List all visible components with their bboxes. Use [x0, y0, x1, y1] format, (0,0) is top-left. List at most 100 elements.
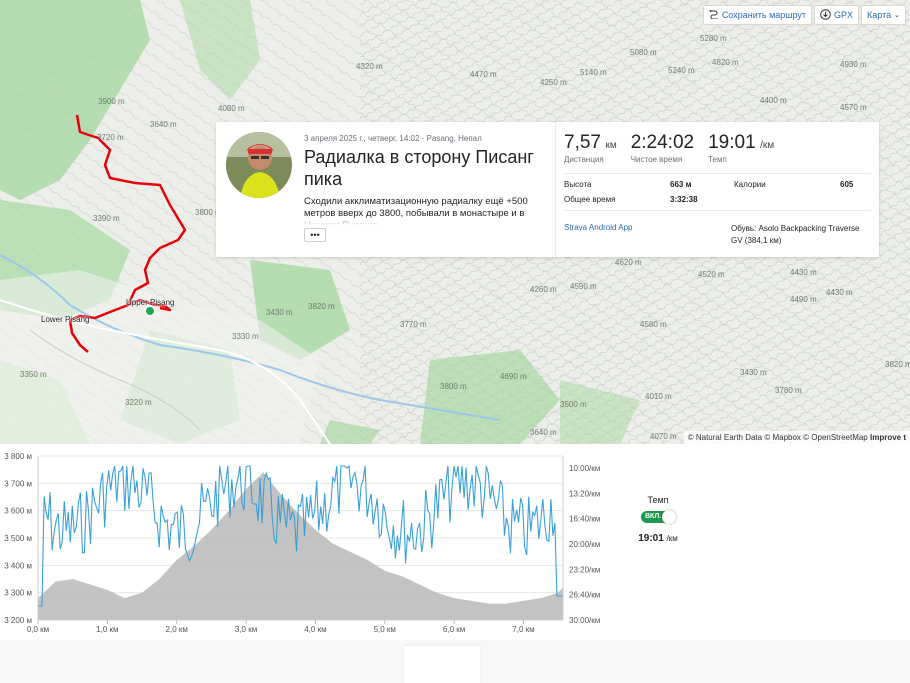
elevation-tick-label: 3 700 м	[4, 479, 32, 488]
moving-time-label: Чистое время	[630, 155, 683, 164]
distance-label: Дистанция	[564, 155, 604, 164]
save-route-button[interactable]: Сохранить маршрут	[702, 5, 813, 25]
attribution-osm[interactable]: © OpenStreetMap	[803, 433, 868, 442]
more-options-button[interactable]: •••	[304, 228, 326, 242]
contour-label: 5280 m	[700, 34, 727, 43]
contour-label: 3770 m	[400, 320, 427, 329]
contour-label: 3350 m	[20, 370, 47, 379]
contour-label: 3800 m	[195, 208, 222, 217]
elevation-area	[38, 472, 563, 620]
detail-stats: Высота 663 м Калории 605 Общее время 3:3…	[564, 180, 871, 204]
place-label-lower-pisang: Lower Pisang	[41, 315, 90, 324]
pace-tick-label: 20:00/км	[569, 540, 600, 549]
moving-time-value: 2:24:02	[630, 132, 695, 153]
activity-stats: 7,57 км Дистанция 2:24:02 Чистое время 1…	[556, 122, 879, 257]
distance-tick-label: 6,0 км	[443, 625, 465, 634]
elevation-tick-label: 3 500 м	[4, 534, 32, 543]
contour-label: 3900 m	[98, 97, 125, 106]
contour-label: 3640 m	[150, 120, 177, 129]
activity-description: Сходили акклиматизационную радиалку ещё …	[304, 196, 528, 225]
pace-readout-unit: /км	[666, 534, 678, 543]
contour-label: 5140 m	[580, 68, 607, 77]
place-label-upper-pisang: Upper Pisang	[126, 298, 175, 307]
contour-label: 3330 m	[232, 332, 259, 341]
calories-value: 605	[840, 180, 854, 189]
attribution-mapbox[interactable]: © Mapbox	[764, 433, 801, 442]
elapsed-time-value: 3:32:38	[670, 195, 698, 204]
elapsed-time-label: Общее время	[564, 195, 616, 204]
distance-tick-label: 3,0 км	[235, 625, 257, 634]
device-link[interactable]: Strava Android App	[564, 223, 633, 232]
pace-tick-label: 23:20/км	[569, 565, 600, 574]
attribution-natural-earth[interactable]: © Natural Earth Data	[687, 433, 763, 442]
contour-label: 3390 m	[93, 214, 120, 223]
toggle-knob	[662, 509, 676, 524]
contour-label: 3500 m	[560, 400, 587, 409]
pace-tick-label: 13:20/км	[569, 489, 600, 498]
contour-label: 3430 m	[266, 308, 293, 317]
contour-label: 4080 m	[218, 104, 245, 113]
chart-svg: 3 200 м 3 300 м 3 400 м 3 500 м 3 600 м 3 700…	[4, 452, 600, 634]
distance-tick-label: 1,0 км	[96, 625, 118, 634]
elevation-value: 663 м	[670, 180, 692, 189]
pace-line	[38, 464, 563, 607]
contour-label: 3820 m	[308, 302, 335, 311]
pace-value: 19:01	[708, 132, 756, 153]
stat-moving-time: 2:24:02 Чистое время	[631, 132, 694, 173]
pace-tick-label: 30:00/км	[569, 616, 600, 625]
activity-summary-card: 3 апреля 2025 г., четверг, 14:02 · Pasan…	[216, 122, 879, 257]
footer-card	[404, 646, 480, 683]
contour-label: 4520 m	[698, 270, 725, 279]
map-attribution: © Natural Earth Data © Mapbox © OpenStre…	[683, 431, 910, 444]
pace-overlay-panel: Темп ВКЛ. 19:01 /км	[628, 495, 688, 544]
distance-tick-label: 2,0 км	[166, 625, 188, 634]
pace-unit: /км	[760, 140, 775, 151]
contour-label: 3820 m	[885, 360, 910, 369]
contour-label: 4590 m	[570, 282, 597, 291]
contour-label: 4010 m	[645, 392, 672, 401]
shoes-label: Обувь:	[731, 224, 757, 233]
contour-label: 4320 m	[356, 62, 383, 71]
elevation-pace-chart[interactable]: 3 200 м 3 300 м 3 400 м 3 500 м 3 600 м 3 700…	[0, 450, 910, 640]
contour-label: 3780 m	[775, 386, 802, 395]
gpx-label: GPX	[834, 10, 854, 20]
pace-tick-label: 16:40/км	[569, 515, 600, 524]
download-icon	[820, 8, 831, 22]
elevation-tick-label: 3 800 м	[4, 452, 32, 461]
contour-label: 4250 m	[540, 78, 567, 87]
contour-label: 5240 m	[668, 66, 695, 75]
stat-distance: 7,57 км Дистанция	[564, 132, 617, 173]
elevation-label: Высота	[564, 180, 592, 189]
gear-shoes: Обувь: Asolo Backpacking Traverse GV (38…	[731, 223, 871, 247]
contour-label: 3720 m	[97, 133, 124, 142]
distance-tick-label: 5,0 км	[374, 625, 396, 634]
gpx-download-button[interactable]: GPX	[814, 5, 860, 25]
pace-toggle[interactable]: ВКЛ.	[641, 509, 676, 524]
pace-tick-label: 26:40/км	[569, 591, 600, 600]
elevation-tick-label: 3 400 м	[4, 561, 32, 570]
stat-pace: 19:01 /км Темп	[708, 132, 774, 173]
toggle-on-label: ВКЛ.	[645, 513, 662, 520]
contour-label: 4930 m	[840, 60, 867, 69]
elevation-tick-label: 3 200 м	[4, 616, 32, 625]
contour-label: 4570 m	[840, 103, 867, 112]
distance-unit: км	[605, 140, 617, 151]
contour-label: 5080 m	[630, 48, 657, 57]
contour-label: 4470 m	[470, 70, 497, 79]
contour-label: 4070 m	[650, 432, 677, 441]
contour-label: 4580 m	[640, 320, 667, 329]
contour-label: 4260 m	[530, 285, 557, 294]
contour-label: 4430 m	[790, 268, 817, 277]
map-type-dropdown[interactable]: Карта ⌄	[861, 5, 906, 25]
contour-label: 4400 m	[760, 96, 787, 105]
athlete-avatar[interactable]	[226, 132, 292, 198]
start-marker	[145, 306, 155, 316]
activity-date: 3 апреля 2025 г., четверг, 14:02 · Pasan…	[304, 134, 482, 143]
attribution-improve[interactable]: Improve t	[869, 433, 906, 442]
elevation-tick-label: 3 300 м	[4, 589, 32, 598]
contour-label: 3640 m	[530, 428, 557, 437]
shoes-distance: (384,1 км)	[744, 236, 782, 245]
contour-label: 3800 m	[440, 382, 467, 391]
map-type-label: Карта	[867, 10, 892, 20]
chevron-down-icon: ⌄	[894, 12, 900, 19]
